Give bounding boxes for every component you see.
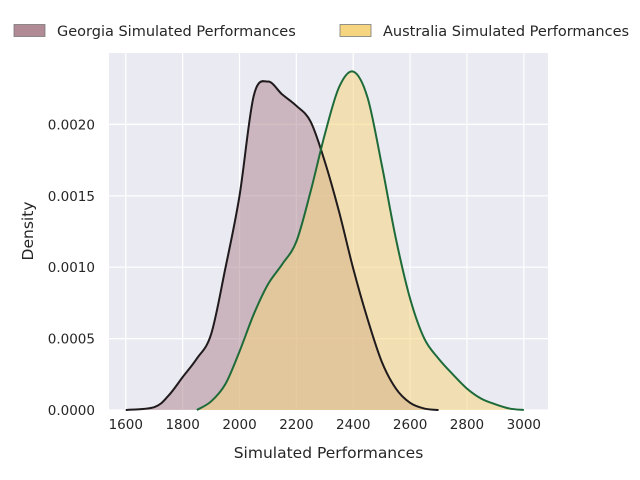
density-line-australia (196, 70, 524, 411)
x-tick-label: 3000 (507, 417, 541, 433)
y-tick-label: 0.0010 (48, 260, 95, 276)
y-tick-label: 0.0005 (48, 332, 95, 348)
y-tick-label: 0.0015 (48, 189, 95, 205)
density-area-australia (196, 71, 524, 410)
x-tick-label: 2600 (393, 417, 427, 433)
legend-swatch (13, 24, 46, 37)
legend: Georgia Simulated Performances Australia … (13, 24, 629, 40)
y-axis-ticks: 0.0000 0.0005 0.0010 0.0015 0.0020 (48, 117, 95, 419)
x-tick-label: 2200 (279, 417, 313, 433)
legend-label: Australia Simulated Performances (383, 24, 629, 40)
y-axis-label: Density (19, 202, 37, 261)
x-tick-label: 1600 (109, 417, 143, 433)
y-tick-label: 0.0000 (48, 403, 95, 419)
x-tick-label: 2800 (450, 417, 484, 433)
legend-swatch (339, 24, 372, 37)
x-axis-label: Simulated Performances (234, 444, 424, 462)
x-axis-ticks: 1600 1800 2000 2200 2400 2600 2800 3000 (109, 417, 541, 433)
legend-label: Georgia Simulated Performances (57, 24, 296, 40)
y-tick-label: 0.0020 (48, 117, 95, 133)
density-line-georgia (125, 80, 439, 411)
x-tick-label: 1800 (165, 417, 199, 433)
x-tick-label: 2400 (336, 417, 370, 433)
density-areas (125, 70, 524, 411)
x-tick-label: 2000 (222, 417, 256, 433)
